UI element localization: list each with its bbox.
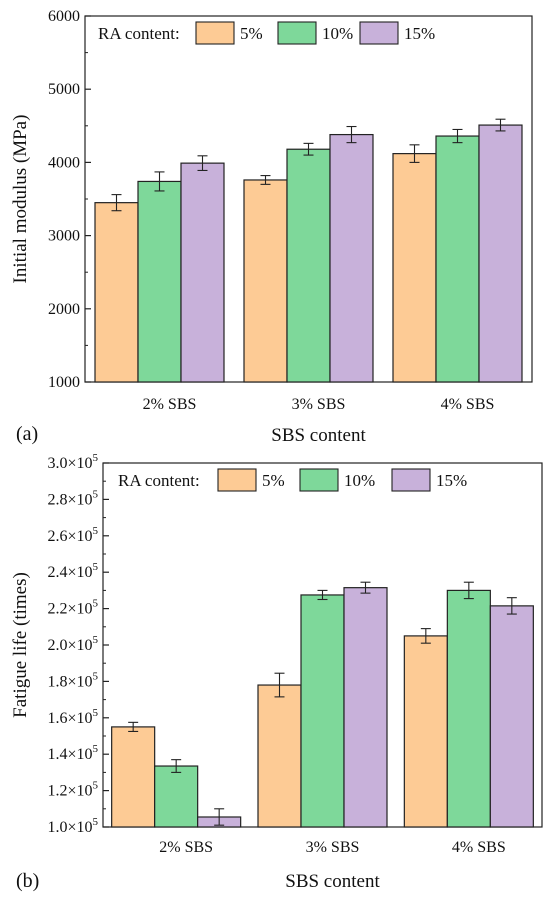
y-tick-label: 3000: [48, 228, 80, 245]
legend-title: RA content:: [98, 24, 180, 43]
legend-swatch: [299, 468, 339, 492]
legend-swatch: [359, 21, 399, 45]
y-tick-label: 1000: [48, 374, 80, 391]
legend-title: RA content:: [118, 471, 200, 490]
bar: [392, 153, 437, 383]
y-tick-exponent: 5: [93, 707, 99, 719]
y-axis-title: Fatigue life (times): [10, 572, 31, 718]
y-tick-label: 2.4×105: [47, 561, 98, 581]
y-tick-exponent: 5: [93, 816, 99, 828]
y-tick-label: 2.0×105: [47, 634, 98, 654]
y-tick-mantissa: 2.6: [47, 528, 67, 545]
bar: [257, 684, 302, 828]
legend-swatch: [391, 468, 431, 492]
y-tick-base: ×10: [67, 455, 92, 472]
y-tick-base: ×10: [67, 783, 92, 800]
x-tick-label: 4% SBS: [452, 839, 506, 856]
x-axis-title: SBS content: [285, 871, 380, 892]
bar: [180, 162, 225, 383]
bar: [154, 765, 199, 828]
y-tick-exponent: 5: [93, 634, 99, 646]
bar: [435, 135, 480, 383]
y-tick-mantissa: 1.8: [47, 673, 67, 690]
legend-label: 10%: [344, 471, 375, 490]
legend-label: 15%: [436, 471, 467, 490]
y-tick-mantissa: 3.0: [47, 455, 67, 472]
y-tick-mantissa: 2.0: [47, 637, 67, 654]
y-tick-exponent: 5: [93, 452, 99, 464]
bar: [243, 179, 288, 383]
y-tick-label: 2000: [48, 301, 80, 318]
y-tick-base: ×10: [67, 746, 92, 763]
y-tick-base: ×10: [67, 528, 92, 545]
y-tick-label: 1.2×105: [47, 780, 98, 800]
y-tick-base: ×10: [67, 564, 92, 581]
y-tick-exponent: 5: [93, 561, 99, 573]
x-tick-label: 2% SBS: [143, 396, 197, 413]
legend-label: 10%: [322, 24, 353, 43]
bar: [446, 589, 491, 828]
x-tick-label: 3% SBS: [306, 839, 360, 856]
y-tick-exponent: 5: [93, 780, 99, 792]
panel-a: 1000 2000 3000 4000 5000 6000 2% SBS 3% SBS 4% S…: [10, 8, 533, 446]
y-tick-exponent: 5: [93, 670, 99, 682]
y-tick-mantissa: 1.0: [47, 819, 67, 836]
legend-swatch: [217, 468, 257, 492]
x-tick-label: 2% SBS: [159, 839, 213, 856]
y-tick-label: 3.0×105: [47, 452, 98, 472]
legend-label: 15%: [404, 24, 435, 43]
y-tick-mantissa: 2.4: [47, 564, 67, 581]
panel-label: (b): [16, 870, 39, 892]
y-tick-exponent: 5: [93, 525, 99, 537]
legend: RA content: 5% 10% 15%: [118, 468, 467, 492]
legend-label: 5%: [262, 471, 285, 490]
y-tick-label: 2.8×105: [47, 488, 98, 508]
bar: [137, 180, 182, 383]
y-tick-label: 1.6×105: [47, 707, 98, 727]
y-tick-exponent: 5: [93, 488, 99, 500]
y-tick-base: ×10: [67, 673, 92, 690]
panel-b: 1.0×1051.2×1051.4×1051.6×1051.8×1052.0×1…: [10, 452, 543, 892]
bar: [343, 587, 388, 828]
panel-label: (a): [16, 423, 38, 445]
legend-swatch: [277, 21, 317, 45]
y-tick-base: ×10: [67, 637, 92, 654]
y-tick-label: 1.4×105: [47, 743, 98, 763]
bar: [489, 605, 534, 828]
y-tick-base: ×10: [67, 710, 92, 727]
y-tick-mantissa: 2.8: [47, 491, 67, 508]
y-tick-label: 5000: [48, 81, 80, 98]
y-tick-mantissa: 1.4: [47, 746, 67, 763]
bar: [329, 133, 374, 383]
x-tick-label: 3% SBS: [292, 396, 346, 413]
y-tick-label: 6000: [48, 8, 80, 25]
y-tick-label: 2.2×105: [47, 598, 98, 618]
bar: [94, 202, 139, 383]
bar: [111, 726, 156, 828]
y-tick-exponent: 5: [93, 743, 99, 755]
legend-label: 5%: [240, 24, 263, 43]
y-tick-mantissa: 1.2: [47, 783, 67, 800]
x-tick-label: 4% SBS: [441, 396, 495, 413]
y-tick-exponent: 5: [93, 598, 99, 610]
y-tick-base: ×10: [67, 601, 92, 618]
y-tick-mantissa: 2.2: [47, 601, 67, 618]
y-tick-label: 1.8×105: [47, 670, 98, 690]
legend-swatch: [195, 21, 235, 45]
y-tick-label: 4000: [48, 154, 80, 171]
bar: [478, 124, 523, 383]
y-tick-mantissa: 1.6: [47, 710, 67, 727]
bar: [300, 594, 345, 828]
legend: RA content: 5% 10% 15%: [98, 21, 435, 45]
y-tick-base: ×10: [67, 491, 92, 508]
bar: [403, 635, 448, 828]
y-tick-label: 1.0×105: [47, 816, 98, 836]
bar: [286, 148, 331, 383]
y-axis-title: Initial modulus (MPa): [10, 115, 31, 284]
y-tick-base: ×10: [67, 819, 92, 836]
y-tick-label: 2.6×105: [47, 525, 98, 545]
x-axis-title: SBS content: [271, 425, 366, 446]
